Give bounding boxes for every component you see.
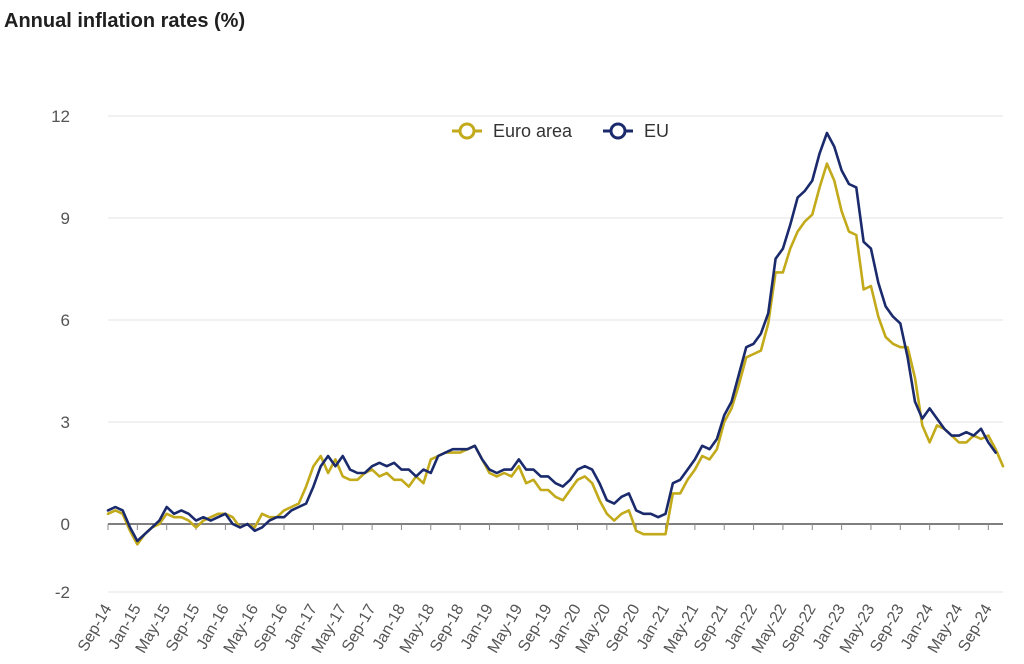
- y-tick-label: -2: [55, 583, 70, 602]
- y-tick-label: 0: [61, 515, 70, 534]
- legend-label: EU: [644, 121, 669, 141]
- y-tick-label: 3: [61, 413, 70, 432]
- y-tick-label: 9: [61, 209, 70, 228]
- legend: Euro area EU: [452, 121, 669, 141]
- x-axis-ticks: Sep-14Jan-15May-15Sep-15Jan-16May-16Sep-…: [75, 524, 996, 656]
- legend-item-euro-area[interactable]: Euro area: [452, 121, 573, 141]
- chart-title: Annual inflation rates (%): [4, 10, 246, 32]
- y-tick-label: 12: [51, 107, 70, 126]
- series-lines: [106, 131, 1005, 546]
- series-line-euro-area: [106, 162, 1005, 546]
- series-line-eu: [106, 131, 997, 543]
- gridlines: [108, 115, 1003, 593]
- y-axis-ticks: -2 0 3 6 9 12: [51, 107, 70, 602]
- legend-label: Euro area: [493, 121, 573, 141]
- legend-marker: [458, 122, 476, 140]
- y-tick-label: 6: [61, 311, 70, 330]
- legend-marker: [609, 122, 627, 140]
- legend-item-eu[interactable]: EU: [603, 121, 669, 141]
